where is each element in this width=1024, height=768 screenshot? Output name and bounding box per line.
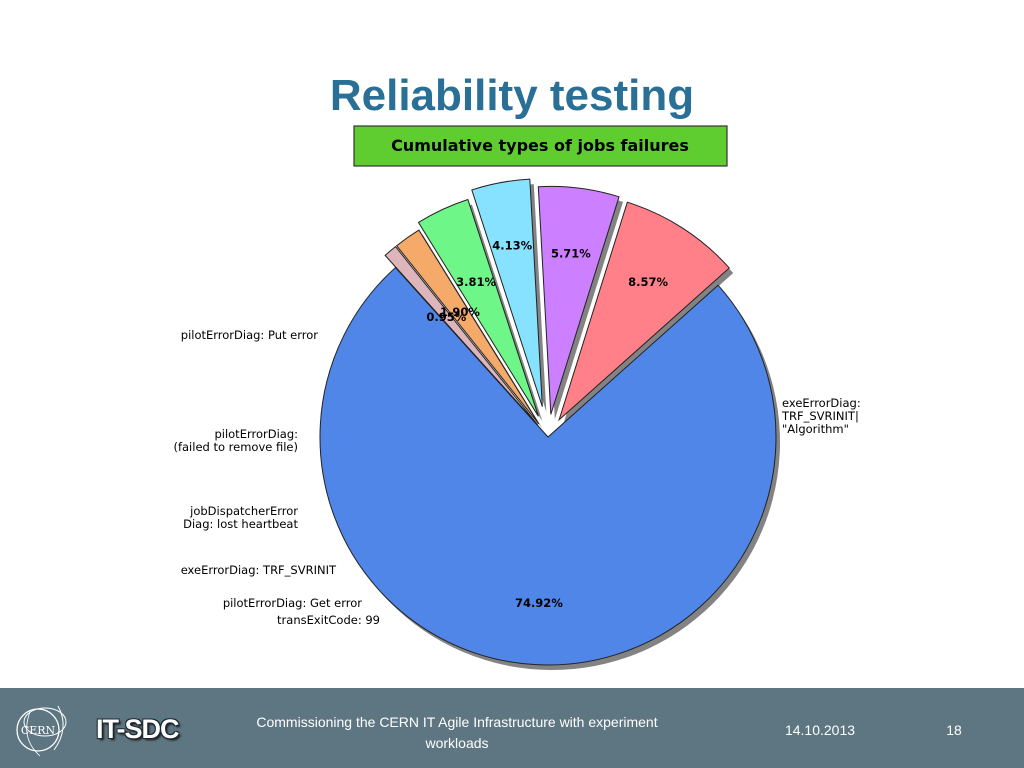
pie-slice [537, 185, 620, 415]
slice-category-label: transExitCode: 99 [277, 613, 380, 627]
percent-labels: 74.92% 8.57% 5.71% 4.13% 3.81% 1.90%0.95% [426, 238, 668, 610]
slice-percent-label: 3.81% [456, 275, 496, 289]
footer-bar: CERN [0, 688, 1024, 768]
slice-category-label: jobDispatcherError Diag: lost heartbeat [183, 504, 298, 531]
pie-chart: Cumulative types of jobs failures 74.92%… [173, 125, 861, 670]
pie-slice [417, 198, 539, 417]
pie-slice [558, 201, 730, 422]
cern-logo-text: CERN [21, 724, 56, 737]
slice-percent-label: 5.71% [551, 247, 591, 261]
footer-text: Commissioning the CERN IT Agile Infrastr… [256, 714, 658, 751]
slice-category-label: pilotErrorDiag: Put error [181, 328, 318, 342]
category-labels: exeErrorDiag: TRF_SVRINIT| "Algorithm"pilo… [173, 328, 860, 627]
slice-category-label: pilotErrorDiag: Get error [223, 596, 362, 610]
pie-slice [395, 229, 540, 425]
slice-category-label: exeErrorDiag: TRF_SVRINIT [181, 563, 337, 577]
chart-title: Cumulative types of jobs failures [391, 136, 689, 155]
slice-percent-label: 74.92% [515, 596, 563, 610]
pie-slice [471, 178, 543, 407]
slice-category-label: exeErrorDiag: TRF_SVRINIT| "Algorithm" [781, 396, 861, 436]
pie-slice [319, 266, 777, 666]
page-number: 18 [946, 722, 962, 738]
it-sdc-brand: IT-SDC [96, 714, 180, 744]
slices [319, 178, 777, 666]
cern-logo-icon: CERN [16, 705, 67, 757]
slice-category-label: pilotErrorDiag: (failed to remove file) [173, 427, 298, 454]
slice-percent-label: 8.57% [628, 275, 668, 289]
chart-title-box: Cumulative types of jobs failures [353, 125, 728, 167]
slide-title: Reliability testing [329, 71, 695, 120]
pie-slice [384, 245, 539, 426]
slice-percent-label: 1.90% [440, 305, 480, 319]
footer-date: 14.10.2013 [784, 722, 856, 738]
slice-percent-label: 4.13% [492, 238, 532, 252]
slice-percent-label: 0.95% [426, 310, 466, 324]
